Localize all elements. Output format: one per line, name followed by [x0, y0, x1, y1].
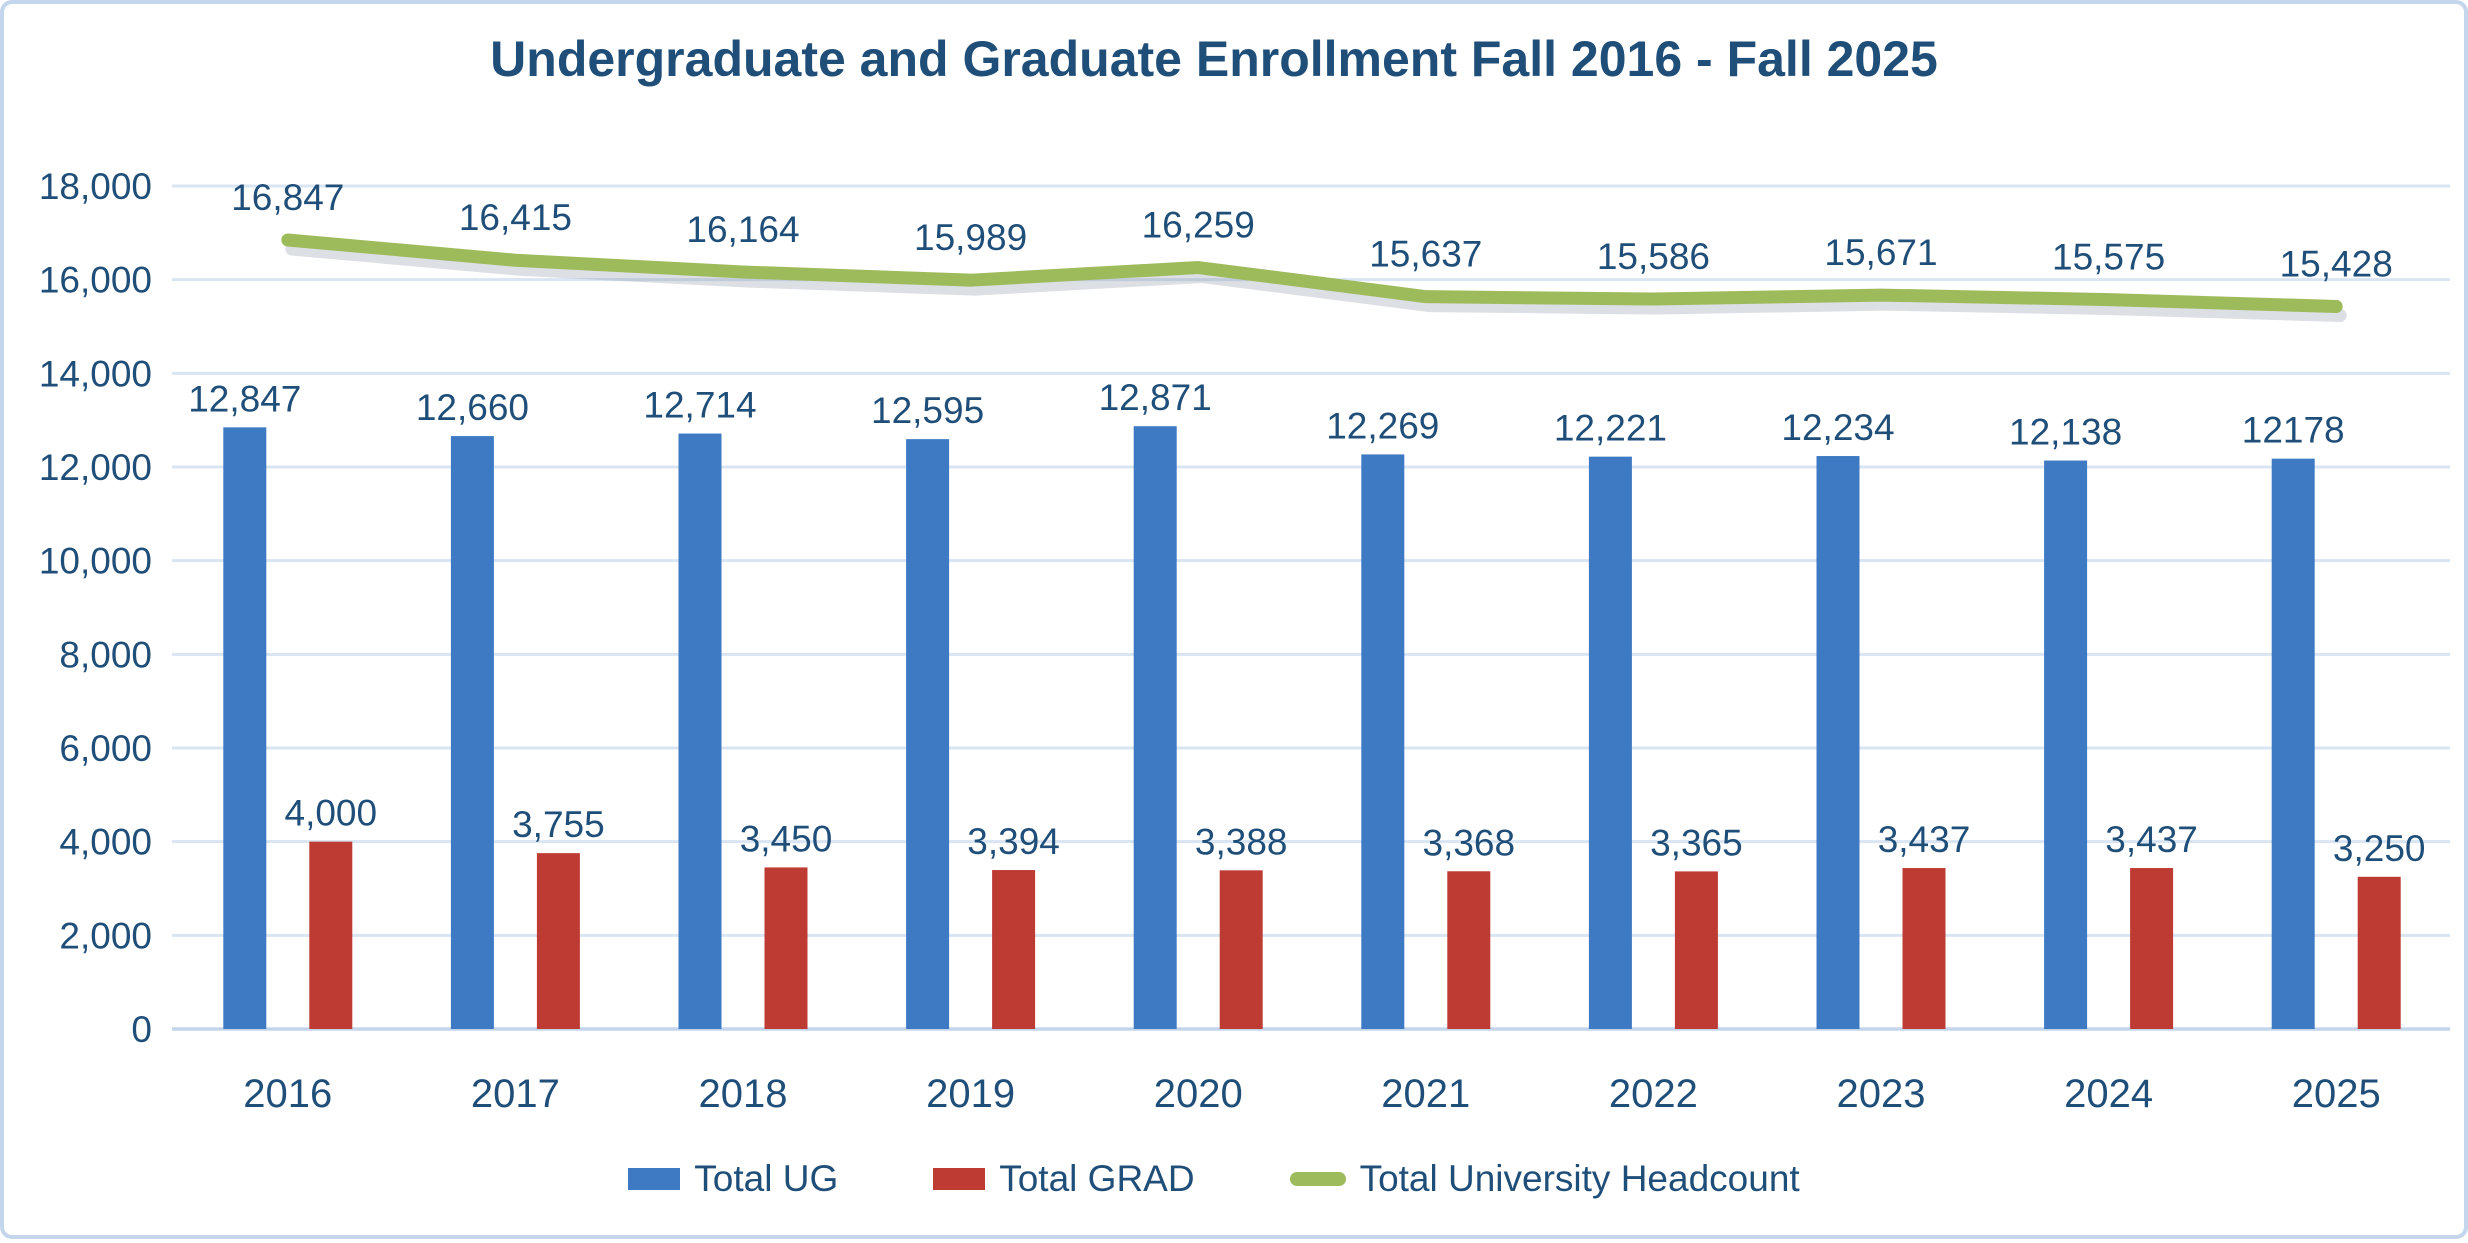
label-total-grad-2017: 3,755: [512, 804, 605, 845]
y-axis-tick-label: 6,000: [59, 728, 152, 769]
bar-total-ug-2017: [450, 436, 494, 1030]
label-total-university-headcount-2017: 16,415: [459, 197, 572, 238]
bar-total-ug-2023: [1816, 456, 1860, 1029]
label-total-university-headcount-2016: 16,847: [231, 177, 344, 218]
x-axis-label-2025: 2025: [2292, 1072, 2381, 1116]
bar-total-grad-2022: [1674, 871, 1718, 1029]
bar-total-grad-2016: [309, 841, 353, 1029]
bar-total-ug-2018: [678, 433, 722, 1029]
label-total-ug-2020: 12,871: [1099, 377, 1212, 418]
label-total-ug-2022: 12,221: [1554, 408, 1667, 449]
label-total-grad-2019: 3,394: [967, 821, 1060, 862]
x-axis-label-2020: 2020: [1154, 1072, 1243, 1116]
bar-total-ug-2021: [1361, 454, 1405, 1029]
label-total-ug-2023: 12,234: [1781, 407, 1894, 448]
label-total-ug-2018: 12,714: [643, 385, 756, 426]
x-axis-label-2016: 2016: [243, 1072, 332, 1116]
x-axis-label-2018: 2018: [699, 1072, 788, 1116]
label-total-university-headcount-2018: 16,164: [686, 209, 799, 250]
chart-title: Undergraduate and Graduate Enrollment Fa…: [490, 31, 1938, 87]
headcount-line-shadow: [285, 242, 2347, 322]
legend-label-total-ug: Total UG: [694, 1158, 839, 1199]
label-total-university-headcount-2023: 15,671: [1824, 232, 1937, 273]
y-axis-tick-label: 0: [131, 1009, 152, 1050]
legend-swatch-total-ug: [628, 1168, 681, 1190]
bar-total-grad-2024: [2130, 868, 2174, 1029]
legend: Total UG Total GRAD Total University Headc…: [4, 1150, 2424, 1208]
label-total-grad-2022: 3,365: [1650, 822, 1743, 863]
x-axis-label-2022: 2022: [1609, 1072, 1698, 1116]
bar-total-grad-2020: [1219, 870, 1263, 1029]
label-total-ug-2025: 12178: [2242, 410, 2345, 451]
legend-item-total-ug: Total UG: [628, 1158, 838, 1200]
legend-label-total-grad: Total GRAD: [999, 1158, 1195, 1199]
y-axis-tick-label: 4,000: [59, 822, 152, 863]
bar-total-ug-2020: [1133, 426, 1177, 1030]
label-total-ug-2024: 12,138: [2009, 412, 2122, 453]
y-axis-tick-label: 12,000: [39, 447, 152, 488]
bar-total-ug-2022: [1588, 456, 1632, 1029]
bar-total-ug-2025: [2271, 458, 2315, 1029]
chart-plot-area: 0 2,000 4,000 6,000 8,000 10,000 12,000 14,000 1…: [39, 166, 2450, 1116]
bar-total-grad-2018: [764, 867, 808, 1029]
y-axis-tick-label: 10,000: [39, 541, 152, 582]
x-axis-label-2017: 2017: [471, 1072, 560, 1116]
label-total-university-headcount-2021: 15,637: [1369, 234, 1482, 275]
label-total-university-headcount-2025: 15,428: [2280, 243, 2393, 284]
label-total-ug-2021: 12,269: [1326, 405, 1439, 446]
bar-total-grad-2021: [1447, 871, 1491, 1029]
legend-swatch-total-grad: [933, 1168, 986, 1190]
x-axis-label-2024: 2024: [2064, 1072, 2153, 1116]
bar-total-ug-2016: [223, 427, 267, 1029]
headcount-line: [281, 233, 2343, 313]
x-axis-label-2019: 2019: [926, 1072, 1015, 1116]
label-total-grad-2018: 3,450: [740, 818, 833, 859]
bar-total-grad-2017: [536, 853, 580, 1029]
bar-total-grad-2019: [992, 870, 1036, 1029]
label-total-university-headcount-2024: 15,575: [2052, 237, 2165, 278]
legend-item-total-grad: Total GRAD: [933, 1158, 1195, 1200]
x-axis-label-2021: 2021: [1381, 1072, 1470, 1116]
y-axis-tick-label: 16,000: [39, 260, 152, 301]
label-total-grad-2023: 3,437: [1878, 819, 1971, 860]
bar-total-ug-2019: [906, 439, 950, 1029]
label-total-ug-2017: 12,660: [416, 387, 529, 428]
bar-total-grad-2023: [1902, 868, 1946, 1029]
label-total-grad-2024: 3,437: [2105, 819, 2198, 860]
label-total-grad-2021: 3,368: [1423, 822, 1516, 863]
legend-swatch-total-university-headcount: [1289, 1172, 1346, 1186]
label-total-grad-2020: 3,388: [1195, 821, 1288, 862]
y-axis-tick-label: 14,000: [39, 353, 152, 394]
y-axis-tick-label: 18,000: [39, 166, 152, 207]
label-total-grad-2016: 4,000: [285, 793, 378, 834]
label-total-university-headcount-2019: 15,989: [914, 217, 1027, 258]
label-total-university-headcount-2020: 16,259: [1142, 205, 1255, 246]
x-axis-label-2023: 2023: [1837, 1072, 1926, 1116]
y-axis-tick-label: 8,000: [59, 634, 152, 675]
label-total-ug-2016: 12,847: [188, 378, 301, 419]
legend-item-total-university-headcount: Total University Headcount: [1289, 1158, 1800, 1200]
y-axis-tick-label: 2,000: [59, 915, 152, 956]
legend-label-total-university-headcount: Total University Headcount: [1359, 1158, 1800, 1199]
bar-total-grad-2025: [2357, 876, 2401, 1029]
label-total-ug-2019: 12,595: [871, 390, 984, 431]
label-total-grad-2025: 3,250: [2333, 828, 2426, 869]
bar-total-ug-2024: [2044, 460, 2088, 1029]
label-total-university-headcount-2022: 15,586: [1597, 236, 1710, 277]
